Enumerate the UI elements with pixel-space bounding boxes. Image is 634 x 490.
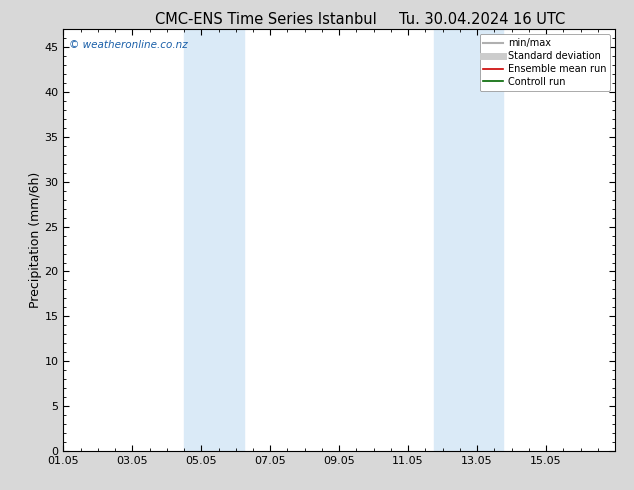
Text: CMC-ENS Time Series Istanbul: CMC-ENS Time Series Istanbul xyxy=(155,12,377,27)
Y-axis label: Precipitation (mm/6h): Precipitation (mm/6h) xyxy=(29,172,42,308)
Text: © weatheronline.co.nz: © weatheronline.co.nz xyxy=(69,40,188,50)
Bar xyxy=(184,29,244,451)
Legend: min/max, Standard deviation, Ensemble mean run, Controll run: min/max, Standard deviation, Ensemble me… xyxy=(479,34,610,91)
Bar xyxy=(434,29,503,451)
Text: Tu. 30.04.2024 16 UTC: Tu. 30.04.2024 16 UTC xyxy=(399,12,565,27)
